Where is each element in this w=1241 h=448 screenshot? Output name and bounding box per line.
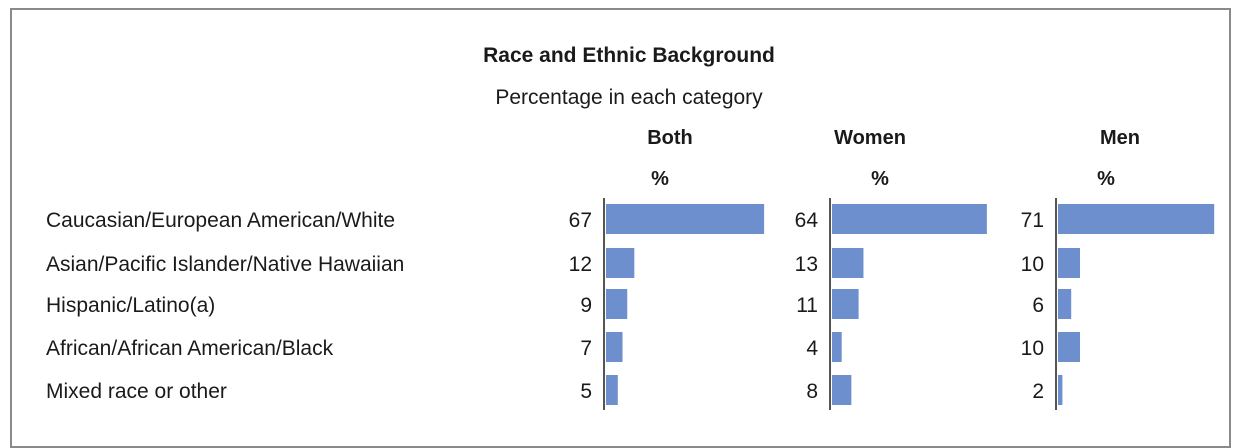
column-header-both: Both (647, 127, 693, 149)
value-label-men: 10 (1021, 253, 1044, 276)
chart-plot: Caucasian/European American/White Asian/P… (46, 198, 1215, 410)
bar-both (606, 289, 628, 319)
chart-subtitle: Percentage in each category (495, 86, 763, 109)
value-label-women: 64 (795, 209, 819, 232)
bar-women (832, 289, 859, 319)
bar-men (1058, 289, 1072, 319)
bar-men (1058, 332, 1080, 362)
bar-women (832, 332, 842, 362)
category-label: Asian/Pacific Islander/Native Hawaiian (46, 253, 404, 276)
bar-men (1058, 204, 1215, 234)
value-label-men: 71 (1021, 209, 1044, 232)
bar-both (606, 204, 765, 234)
bar-both (606, 375, 618, 405)
category-label: Mixed race or other (46, 380, 227, 403)
value-label-both: 67 (569, 209, 592, 232)
bar-women (832, 204, 987, 234)
value-label-men: 10 (1021, 337, 1044, 360)
unit-label-both: % (651, 168, 669, 190)
value-label-men: 2 (1032, 380, 1044, 403)
category-label: Caucasian/European American/White (46, 209, 395, 232)
bar-both (606, 332, 623, 362)
value-label-women: 13 (795, 253, 818, 276)
bar-women (832, 375, 852, 405)
value-label-both: 12 (569, 253, 592, 276)
value-label-women: 8 (806, 380, 818, 403)
unit-label-men: % (1097, 168, 1115, 190)
value-label-both: 5 (580, 380, 592, 403)
value-label-women: 4 (806, 337, 818, 360)
value-label-women: 11 (796, 294, 818, 317)
category-label: African/African American/Black (46, 337, 334, 360)
category-label: Hispanic/Latino(a) (46, 294, 215, 317)
value-label-men: 6 (1032, 294, 1044, 317)
bar-both (606, 248, 635, 278)
value-label-both: 9 (580, 294, 592, 317)
bar-women (832, 248, 864, 278)
bar-men (1058, 375, 1063, 405)
value-label-both: 7 (580, 337, 592, 360)
unit-label-women: % (871, 168, 889, 190)
bar-men (1058, 248, 1080, 278)
chart-title: Race and Ethnic Background (483, 44, 775, 67)
column-header-men: Men (1100, 127, 1140, 149)
column-header-women: Women (834, 127, 906, 149)
